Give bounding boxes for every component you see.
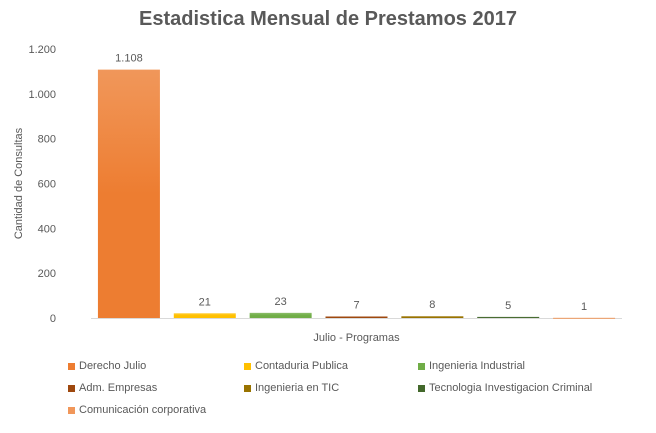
- legend-label: Tecnologia Investigacion Criminal: [429, 382, 593, 394]
- legend-item: Ingenieria Industrial: [418, 360, 525, 372]
- bar-4: [401, 316, 464, 318]
- data-label: 7: [353, 299, 359, 311]
- y-tick-label: 600: [38, 179, 56, 191]
- legend-item: Adm. Empresas: [68, 382, 157, 394]
- legend-label: Comunicación corporativa: [79, 404, 207, 416]
- legend-swatch: [418, 362, 425, 370]
- y-tick-label: 400: [38, 223, 56, 235]
- legend-label: Ingenieria Industrial: [429, 360, 526, 372]
- legend-swatch: [244, 384, 251, 392]
- legend-item: Contaduria Publica: [244, 360, 348, 372]
- legend-label: Contaduria Publica: [255, 360, 348, 372]
- data-label: 23: [275, 296, 287, 308]
- bar-6: [553, 317, 616, 319]
- bar-0: [97, 69, 160, 318]
- data-label: 8: [429, 299, 435, 311]
- data-label: 1: [581, 301, 587, 313]
- y-tick-label: 800: [38, 134, 56, 146]
- bar-5: [477, 316, 540, 318]
- legend-item: Comunicación corporativa: [68, 404, 206, 416]
- y-axis-label: Cantidad de Consultas: [13, 127, 25, 239]
- data-label: 1.108: [115, 53, 143, 65]
- y-tick-label: 1.000: [28, 89, 56, 101]
- legend-item: Tecnologia Investigacion Criminal: [418, 382, 592, 394]
- legend-label: Ingenieria en TIC: [255, 382, 340, 394]
- x-axis-label: Julio - Programas: [313, 332, 400, 344]
- bar-1: [173, 313, 236, 318]
- legend-swatch: [244, 362, 251, 370]
- bar-2: [249, 312, 312, 318]
- legend-swatch: [418, 384, 425, 392]
- legend-swatch: [68, 362, 75, 370]
- legend-item: Ingenieria en TIC: [244, 382, 339, 394]
- data-label: 21: [199, 296, 211, 308]
- y-tick-label: 200: [38, 268, 56, 280]
- legend-item: Derecho Julio: [68, 360, 146, 372]
- legend-label: Derecho Julio: [79, 360, 147, 372]
- legend-swatch: [68, 384, 75, 392]
- bar-3: [325, 316, 388, 318]
- y-tick-label: 0: [50, 313, 56, 325]
- data-label: 5: [505, 300, 511, 312]
- legend-swatch: [68, 406, 75, 414]
- chart-title: Estadistica Mensual de Prestamos 2017: [139, 8, 517, 30]
- y-tick-label: 1.200: [28, 44, 56, 56]
- legend-label: Adm. Empresas: [79, 382, 158, 394]
